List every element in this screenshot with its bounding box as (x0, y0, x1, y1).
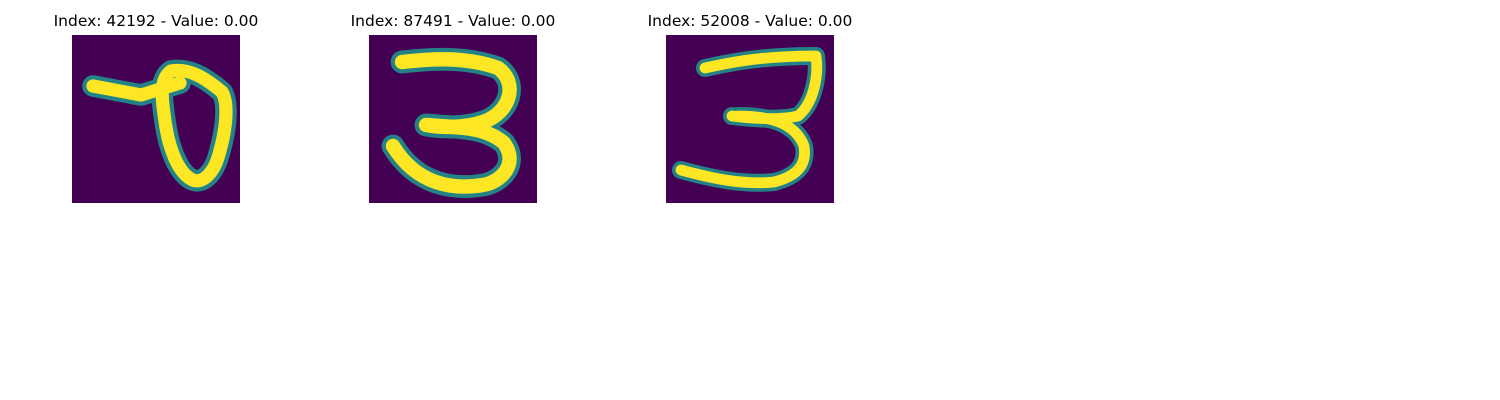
digit-image-87491 (369, 35, 537, 203)
digit-image-42192 (72, 35, 240, 203)
image-panel-1: Index: 42192 - Value: 0.00 (36, 0, 276, 210)
image-panel-2: Index: 87491 - Value: 0.00 (333, 0, 573, 210)
panel-title: Index: 52008 - Value: 0.00 (630, 12, 870, 30)
image-panel-3: Index: 52008 - Value: 0.00 (630, 0, 870, 210)
panel-title: Index: 87491 - Value: 0.00 (333, 12, 573, 30)
panel-title: Index: 42192 - Value: 0.00 (36, 12, 276, 30)
digit-image-52008 (666, 35, 834, 203)
